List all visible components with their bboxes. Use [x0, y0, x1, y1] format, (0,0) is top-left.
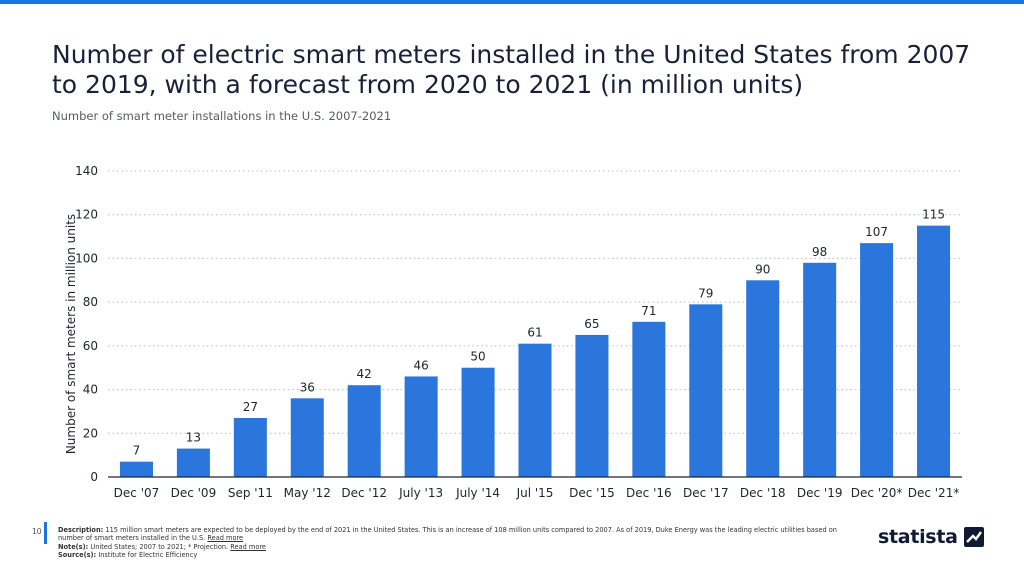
bar [404, 376, 438, 477]
x-tick-label: Dec '18 [740, 486, 786, 500]
bars [119, 225, 951, 477]
bar [233, 417, 267, 477]
description-label: Description: [58, 526, 104, 534]
x-tick-label: Dec '19 [797, 486, 843, 500]
page-subtitle: Number of smart meter installations in t… [52, 109, 392, 123]
description-line: Description: 115 million smart meters ar… [58, 526, 858, 543]
notes-line: Note(s): United States; 2007 to 2021; * … [58, 543, 858, 551]
bar [746, 280, 780, 477]
x-tick-label: Dec '16 [626, 486, 672, 500]
y-axis-label: Number of smart meters in million units [64, 214, 78, 454]
bar [860, 243, 894, 477]
y-tick-label: 80 [83, 295, 98, 309]
notes-read-more-link[interactable]: Read more [230, 542, 266, 551]
x-tick-label: Dec '15 [569, 486, 615, 500]
data-label: 98 [812, 245, 827, 259]
data-label: 90 [755, 262, 770, 276]
bar [917, 225, 951, 477]
bar [176, 448, 210, 477]
bar [575, 334, 609, 477]
x-tick-label: Dec '20* [851, 486, 903, 500]
page-number: 10 [32, 527, 42, 536]
x-tick-label: Dec '17 [683, 486, 729, 500]
top-accent-bar [0, 0, 1024, 4]
data-label: 61 [527, 326, 542, 340]
x-tick-label: Dec '12 [341, 486, 387, 500]
y-tick-label: 40 [83, 383, 98, 397]
x-tick-label: July '13 [398, 486, 443, 500]
bar [632, 321, 666, 477]
data-label: 36 [300, 380, 315, 394]
notes-label: Note(s): [58, 542, 89, 551]
page-title: Number of electric smart meters installe… [52, 40, 971, 99]
description-read-more-link[interactable]: Read more [207, 534, 244, 543]
data-label: 115 [922, 208, 945, 222]
x-tick-label: Dec '21* [908, 486, 960, 500]
footer-notes: Description: 115 million smart meters ar… [58, 526, 858, 560]
bar [689, 304, 723, 477]
bar-chart: 0 20 40 60 80 100 120 140 7 13 27 36 42 46 50 61 65 71 79… [64, 164, 962, 500]
x-tick-label: Dec '09 [171, 486, 217, 500]
data-label: 42 [357, 367, 372, 381]
statista-logo-icon [963, 527, 984, 547]
data-labels: 7 13 27 36 42 46 50 61 65 71 79 90 98 107 115 [133, 208, 945, 458]
x-tick-label: Sep '11 [228, 486, 273, 500]
y-tick-label: 60 [83, 339, 98, 353]
data-label: 65 [584, 317, 599, 331]
bar [461, 367, 495, 477]
bar [119, 461, 153, 477]
bar [518, 343, 552, 477]
data-label: 27 [243, 400, 258, 414]
data-label: 79 [698, 286, 713, 300]
bar [347, 385, 381, 477]
logo-text: statista [878, 526, 958, 548]
data-label: 107 [865, 225, 888, 239]
x-axis-ticks: Dec '07 Dec '09 Sep '11 May '12 Dec '12 July … [114, 486, 960, 500]
y-tick-label: 0 [90, 470, 98, 484]
bar [290, 398, 324, 477]
data-label: 71 [641, 304, 656, 318]
statista-logo[interactable]: statista [878, 524, 984, 550]
source-text: Institute for Electric Efficiency [98, 551, 198, 560]
source-label: Source(s): [58, 551, 97, 560]
y-tick-label: 20 [83, 426, 98, 440]
y-tick-label: 100 [75, 251, 98, 265]
y-axis-ticks: 0 20 40 60 80 100 120 140 [75, 164, 98, 484]
notes-text: United States; 2007 to 2021; * Projectio… [90, 542, 229, 551]
footer-accent-bar [44, 522, 47, 544]
data-label: 7 [133, 444, 141, 458]
description-text: 115 million smart meters are expected to… [58, 526, 837, 543]
y-tick-label: 140 [75, 164, 98, 178]
x-tick-label: Jul '15 [516, 486, 554, 500]
footer: 10 Description: 115 million smart meters… [0, 522, 1024, 576]
data-label: 13 [186, 431, 201, 445]
source-line: Source(s): Institute for Electric Effici… [58, 551, 858, 559]
x-tick-label: May '12 [284, 486, 331, 500]
y-tick-label: 120 [75, 208, 98, 222]
bar [803, 262, 837, 477]
x-tick-label: Dec '07 [114, 486, 160, 500]
data-label: 50 [470, 350, 485, 364]
x-tick-label: July '14 [455, 486, 500, 500]
data-label: 46 [413, 358, 428, 372]
